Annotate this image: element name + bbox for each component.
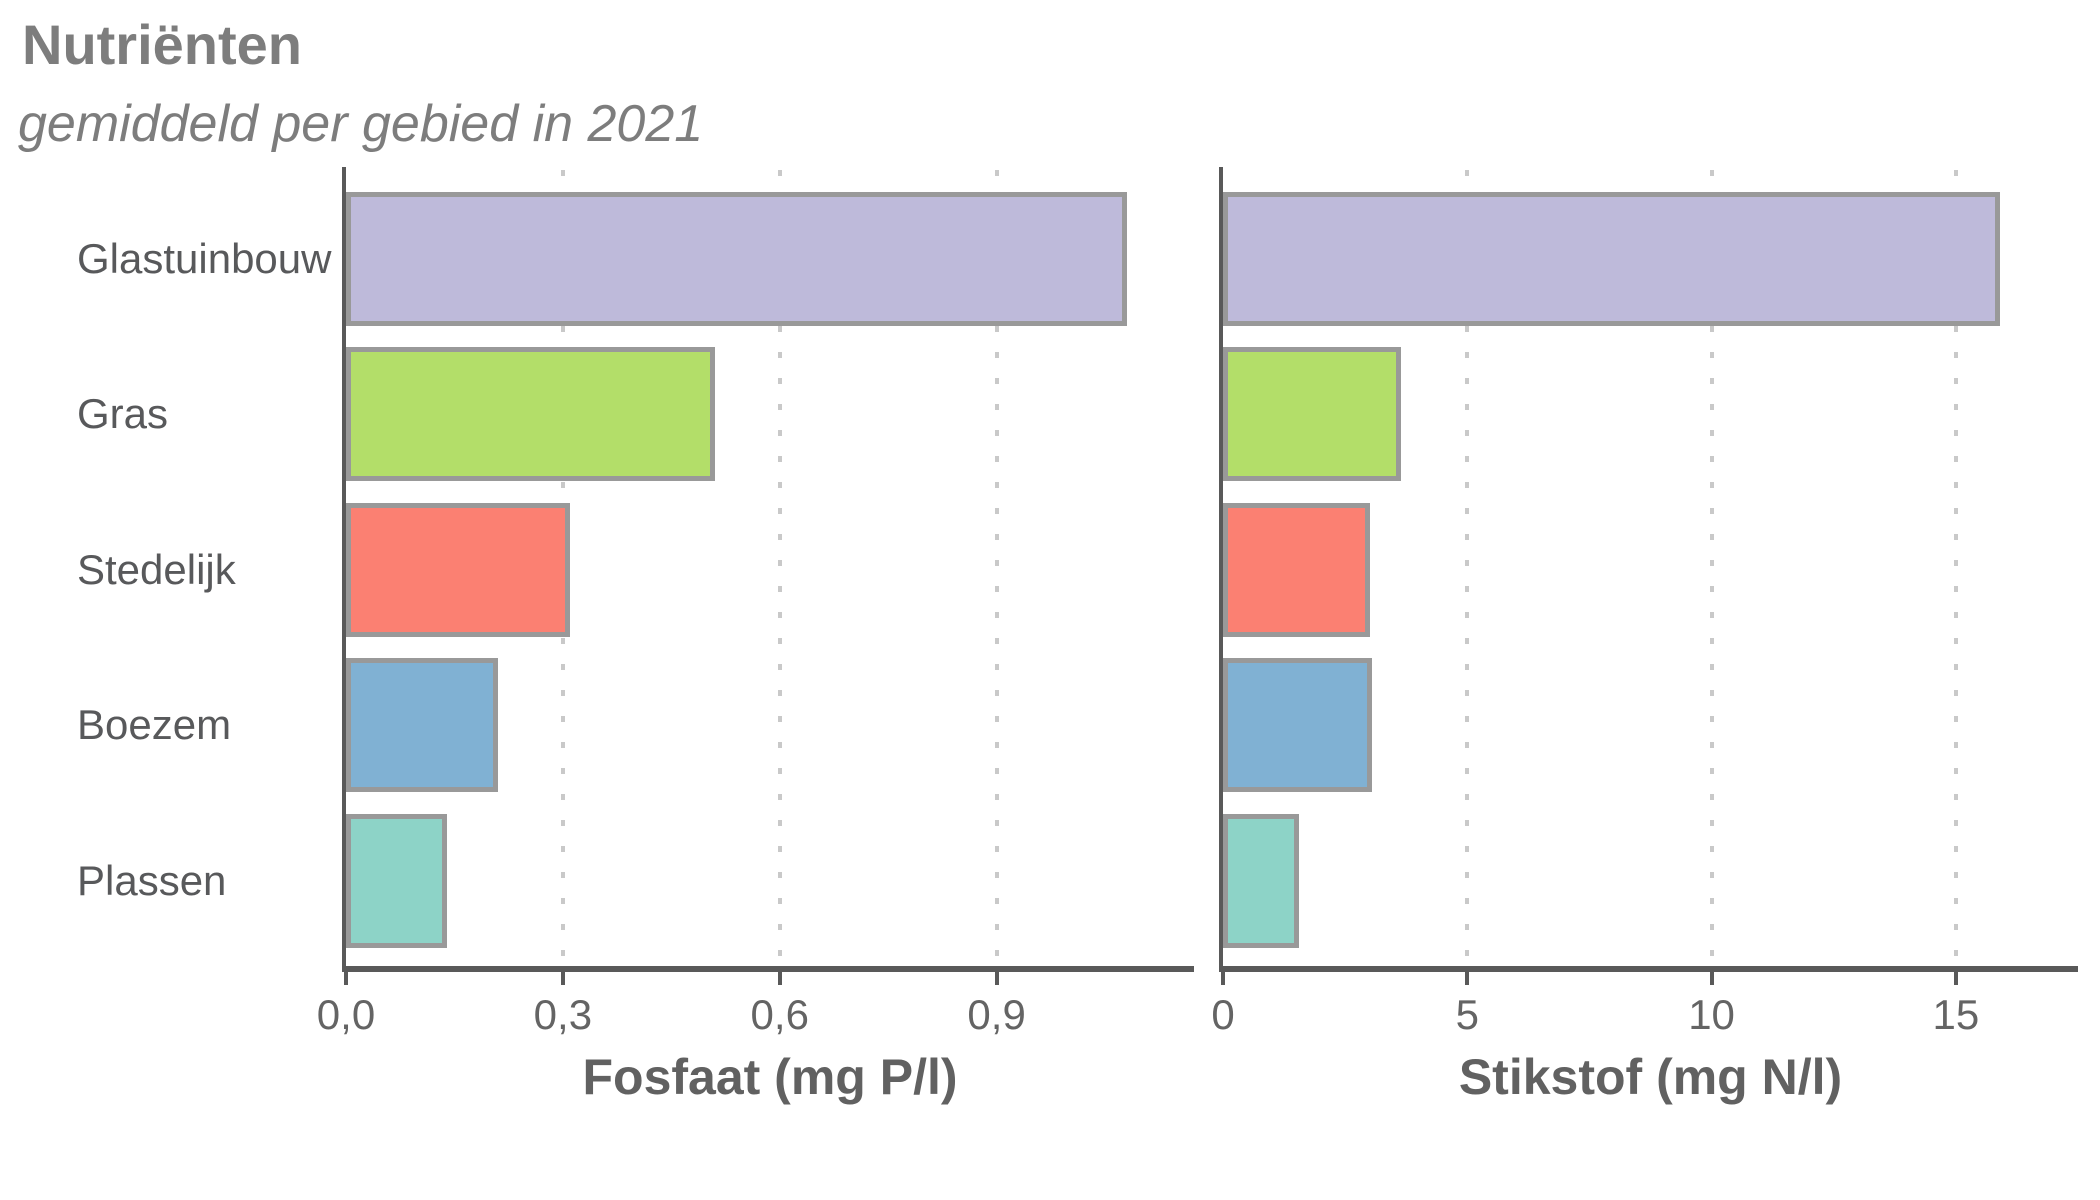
axis-title-stikstof: Stikstof (mg N/l) [1458,1049,1843,1105]
gridline-stikstof-15 [1953,170,1958,969]
bar-boezem-fosfaat [346,658,498,793]
gridline-stikstof-10 [1709,170,1714,969]
category-label-plassen: Plassen [77,856,227,904]
category-label-boezem: Boezem [77,701,232,749]
y-axis-line-fosfaat [342,167,346,969]
x-tick-label-stikstof-0: 0 [1211,991,1235,1038]
bar-gras-fosfaat [346,347,715,482]
bar-boezem-stikstof [1223,658,1372,793]
bar-glastuinbouw-fosfaat [346,192,1127,326]
x-tick-mark-stikstof-10 [1709,972,1714,985]
gridline-fosfaat-0,9 [994,170,999,969]
gridline-fosfaat-0,6 [777,170,782,969]
x-tick-mark-fosfaat-0,0 [344,972,348,985]
x-tick-label-fosfaat-0,6: 0,6 [750,991,809,1038]
chart-subtitle: gemiddeld per gebied in 2021 [18,95,704,153]
x-tick-mark-stikstof-0 [1221,972,1225,985]
bar-stedelijk-stikstof [1223,502,1370,637]
x-tick-mark-stikstof-5 [1465,972,1470,985]
x-tick-label-fosfaat-0,0: 0,0 [316,991,376,1038]
chart-title: Nutriënten [22,13,302,76]
x-tick-label-stikstof-10: 10 [1688,991,1735,1038]
category-label-stedelijk: Stedelijk [77,545,236,593]
bar-glastuinbouw-stikstof [1223,192,2000,326]
x-tick-label-fosfaat-0,3: 0,3 [533,991,593,1038]
x-tick-label-stikstof-15: 15 [1932,991,1980,1038]
x-tick-mark-fosfaat-0,6 [777,972,782,985]
gridline-stikstof-5 [1465,170,1470,969]
x-tick-label-fosfaat-0,9: 0,9 [967,991,1026,1038]
category-label-glastuinbouw: Glastuinbouw [77,235,332,282]
category-label-gras: Gras [77,390,169,438]
bar-stedelijk-fosfaat [346,502,570,637]
bar-plassen-fosfaat [346,813,447,948]
x-tick-mark-fosfaat-0,3 [560,972,565,985]
y-axis-line-stikstof [1219,167,1223,969]
x-tick-mark-stikstof-15 [1953,972,1958,985]
bar-gras-stikstof [1223,347,1401,482]
x-axis-line-fosfaat [342,966,1194,972]
x-tick-mark-fosfaat-0,9 [994,972,999,985]
bar-plassen-stikstof [1223,813,1299,948]
x-axis-line-stikstof [1219,966,2078,972]
axis-title-fosfaat: Fosfaat (mg P/l) [582,1049,958,1105]
x-tick-label-stikstof-5: 5 [1455,991,1479,1038]
